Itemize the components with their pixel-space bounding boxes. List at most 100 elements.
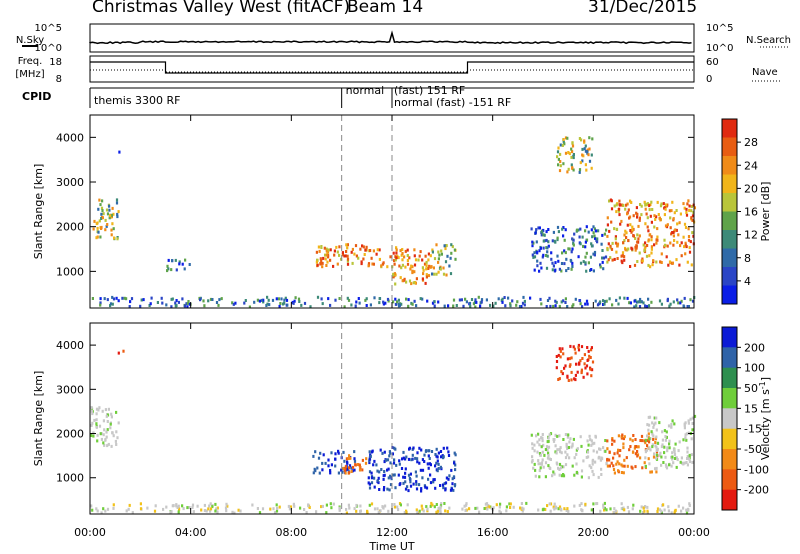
velocity-echo-cell	[369, 454, 372, 458]
power-echo-cell	[566, 305, 569, 308]
power-echo-cell	[511, 299, 514, 303]
power-echo-cell	[443, 304, 446, 308]
power-echo-cell	[570, 250, 573, 254]
velocity-echo-cell	[368, 482, 371, 486]
velocity-echo-cell	[621, 464, 624, 468]
velocity-echo-cell	[225, 502, 228, 506]
velocity-echo-cell	[275, 509, 279, 513]
velocity-echo-cell	[389, 451, 392, 455]
velocity-echo-cell	[633, 446, 636, 450]
power-echo-cell	[129, 300, 132, 304]
power-echo-cell	[566, 170, 569, 174]
power-echo-cell	[584, 163, 587, 167]
velocity-echo-cell	[366, 510, 369, 514]
power-echo-cell	[234, 301, 237, 305]
velocity-echo-cell	[531, 446, 534, 450]
velocity-echo-cell	[388, 450, 391, 454]
power-echo-cell	[617, 209, 620, 213]
velocity-echo-cell	[429, 473, 432, 477]
velocity-echo-cell	[102, 433, 105, 437]
power-echo-cell	[538, 269, 541, 273]
power-echo-cell	[568, 152, 571, 156]
velocity-echo-cell	[602, 446, 605, 450]
power-echo-cell	[584, 240, 587, 244]
velocity-echo-cell	[566, 507, 569, 511]
power-echo-cell	[588, 159, 592, 163]
power-echo-cell	[600, 242, 603, 246]
velocity-echo-cell	[429, 481, 433, 485]
velocity-echo-cell	[346, 467, 349, 471]
velocity-echo-cell	[662, 461, 665, 464]
power-echo-cell	[268, 303, 271, 307]
power-feature-4	[315, 243, 406, 269]
velocity-echo-cell	[592, 473, 595, 477]
power-echo-cell	[215, 301, 219, 304]
velocity-echo-cell	[575, 452, 578, 456]
velocity-echo-cell	[673, 450, 676, 453]
power-echo-cell	[615, 210, 618, 214]
velocity-feature-0	[90, 501, 691, 515]
power-echo-cell	[112, 212, 115, 216]
power-echo-cell	[503, 296, 506, 299]
velocity-echo-cell	[535, 434, 538, 438]
velocity-echo-cell	[687, 457, 691, 461]
power-echo-cell	[601, 256, 604, 260]
power-colorbar-tick-label: 28	[744, 136, 758, 149]
power-echo-cell	[636, 240, 639, 244]
velocity-echo-cell	[549, 458, 552, 461]
velocity-echo-cell	[606, 458, 609, 462]
power-colorbar-band	[722, 193, 737, 212]
power-echo-cell	[160, 296, 163, 300]
velocity-echo-cell	[444, 481, 448, 485]
power-echo-cell	[556, 254, 559, 258]
velocity-echo-cell	[431, 503, 434, 507]
power-echo-cell	[545, 230, 548, 234]
velocity-echo-cell	[251, 503, 254, 507]
velocity-echo-cell	[578, 503, 581, 507]
power-echo-cell	[666, 223, 669, 227]
velocity-echo-cell	[653, 423, 656, 427]
velocity-echo-cell	[644, 438, 647, 442]
cpid-segment-4: normal (fast) -151 RF	[394, 96, 511, 109]
velocity-echo-cell	[181, 504, 184, 508]
velocity-echo-cell	[522, 507, 525, 511]
power-echo-cell	[584, 229, 587, 233]
velocity-echo-cell	[368, 470, 372, 474]
velocity-echo-cell	[648, 437, 651, 441]
colorbar-label-exponent: -1	[758, 381, 767, 389]
velocity-echo-cell	[575, 470, 579, 474]
velocity-echo-cell	[447, 450, 450, 454]
power-echo-cell	[473, 300, 477, 304]
velocity-echo-cell	[451, 477, 454, 481]
velocity-echo-cell	[608, 458, 611, 462]
power-echo-cell	[684, 252, 687, 256]
velocity-echo-cell	[110, 412, 113, 416]
velocity-echo-cell	[420, 448, 423, 452]
velocity-echo-cell	[176, 506, 179, 509]
velocity-echo-cell	[102, 507, 105, 511]
velocity-echo-cell	[361, 458, 364, 462]
power-echo-cell	[324, 257, 327, 261]
velocity-echo-cell	[347, 503, 350, 507]
velocity-echo-cell	[579, 359, 582, 363]
power-echo-cell	[627, 208, 630, 212]
power-echo-cell	[586, 302, 589, 306]
velocity-echo-cell	[547, 454, 550, 457]
power-echo-cell	[585, 299, 589, 303]
power-echo-cell	[320, 259, 323, 263]
velocity-echo-cell	[418, 461, 421, 465]
power-echo-cell	[638, 218, 641, 222]
power-echo-cell	[354, 304, 357, 308]
power-echo-cell	[644, 304, 647, 308]
velocity-echo-cell	[611, 437, 614, 440]
power-echo-cell	[541, 230, 544, 234]
velocity-echo-cell	[660, 455, 663, 459]
power-echo-cell	[633, 263, 637, 267]
velocity-echo-cell	[680, 509, 683, 513]
power-echo-cell	[170, 268, 173, 272]
velocity-echo-cell	[687, 419, 690, 423]
power-echo-cell	[468, 301, 472, 305]
velocity-echo-cell	[644, 441, 647, 445]
power-echo-cell	[392, 300, 395, 304]
